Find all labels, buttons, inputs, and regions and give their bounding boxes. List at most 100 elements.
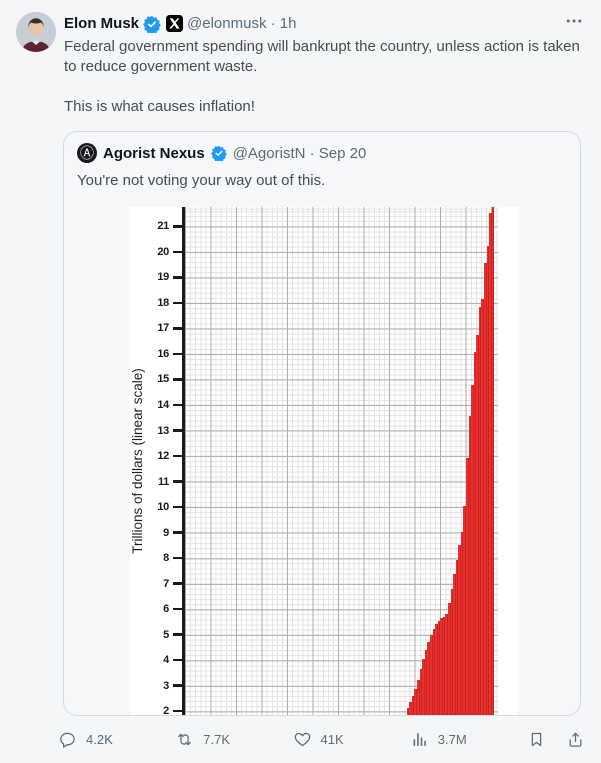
more-options-button[interactable] [563,10,585,32]
quoted-tweet-text: You're not voting your way out of this. [77,172,326,189]
chart-bar [489,213,492,715]
y-tick-mark [173,607,182,611]
y-tick-mark [173,378,182,381]
chart-bar [427,642,430,715]
chart-bar [429,635,433,715]
chart-bar [478,307,482,715]
y-tick: 2 [139,705,182,715]
chart-bars [185,207,494,715]
chart-bar [471,384,474,715]
reply-count: 4.2K [86,731,113,747]
y-tick-label: 6 [163,603,169,616]
views-button[interactable]: 3.7M [410,730,527,749]
avatar-photo [16,12,56,52]
y-tick: 11 [139,476,182,488]
quoted-tweet-header: Ⓐ Agorist Nexus @AgoristN · Sep 20 [77,143,366,163]
y-tick-mark [173,582,182,585]
y-tick: 21 [139,220,182,232]
chart-bar [481,299,485,715]
y-tick-mark [173,531,182,534]
y-tick-mark [173,709,182,713]
views-icon [413,732,426,746]
y-tick-mark [173,556,182,560]
chart-bar [484,262,487,715]
y-tick: 20 [139,246,182,258]
y-tick: 7 [139,578,182,590]
chart-bar [411,695,415,715]
like-count: 41K [320,731,344,747]
y-tick-mark [173,505,182,509]
bookmark-button[interactable] [527,730,546,749]
y-tick-label: 7 [163,577,169,590]
tweet-header: Elon Musk @elonmusk · 1h [64,14,296,33]
quoted-author-name[interactable]: Agorist Nexus [103,144,205,162]
reply-icon [60,732,75,748]
quoted-author-avatar[interactable]: Ⓐ [77,143,97,163]
chart-bar [450,589,454,715]
chart-y-ticks: 2 3 4 5 6 7 8 9 10 11 12 13 14 15 16 17 18 19 20 21 [130,207,182,715]
y-tick: 16 [139,348,182,360]
chart-bar [473,352,477,715]
y-tick-mark [173,454,182,458]
y-tick-label: 3 [163,679,169,692]
y-tick-label: 5 [163,628,169,641]
x-affiliate-badge-icon [166,15,184,32]
chart-bar [419,668,423,715]
y-tick-label: 21 [157,220,169,233]
quoted-tweet-card[interactable]: Ⓐ Agorist Nexus @AgoristN · Sep 20 You'r… [63,131,581,716]
chart-bar [432,628,436,715]
repost-count: 7.7K [203,731,230,747]
chart-bar [424,649,428,715]
chart-bar [440,617,443,715]
chart-bar [466,458,469,715]
y-tick: 4 [139,654,182,666]
author-handle-time[interactable]: @elonmusk · 1h [187,15,297,32]
views-count: 3.7M [437,731,467,747]
quoted-avatar-glyph: Ⓐ [80,145,94,161]
y-tick-mark [173,429,182,432]
chart-bar [445,614,448,715]
y-tick-mark [173,403,182,407]
chart-bar [458,545,461,715]
y-tick-mark [173,276,182,279]
y-tick-label: 18 [157,296,169,309]
chart-bar [417,679,420,715]
tweet-text: Federal government spending will bankrup… [64,38,580,115]
y-tick-label: 12 [157,450,169,463]
chart-plot-area [182,207,498,715]
y-tick: 3 [139,680,182,692]
y-tick-label: 9 [163,526,169,539]
y-tick-label: 15 [157,373,169,386]
y-tick-mark [173,684,182,687]
y-tick-label: 11 [157,475,169,488]
y-tick-label: 10 [157,501,169,514]
y-tick: 5 [139,629,182,641]
y-tick-label: 16 [157,347,169,360]
ellipsis-icon [566,19,582,23]
author-avatar[interactable] [16,12,56,52]
y-tick-label: 19 [157,271,169,284]
reply-button[interactable]: 4.2K [58,730,175,749]
y-tick: 13 [139,425,182,437]
y-tick-mark [173,480,182,483]
chart-bar [435,624,438,715]
y-tick: 19 [139,271,182,283]
repost-icon [178,733,192,745]
chart-bar [491,207,494,715]
quoted-verified-badge-icon [210,145,227,161]
author-name[interactable]: Elon Musk [64,15,140,32]
y-tick-mark [173,301,182,305]
like-button[interactable]: 41K [293,730,410,749]
y-tick-mark [173,658,182,662]
chart-bar [414,689,418,715]
chart-bar [468,416,472,715]
quoted-handle-date: @AgoristN · Sep 20 [232,144,367,162]
share-button[interactable] [566,730,585,749]
chart-bar [460,532,464,715]
repost-button[interactable]: 7.7K [175,730,292,749]
y-tick-mark [173,327,182,330]
action-icons-right [527,730,585,749]
share-icon [569,732,582,747]
y-tick-label: 14 [157,398,169,411]
